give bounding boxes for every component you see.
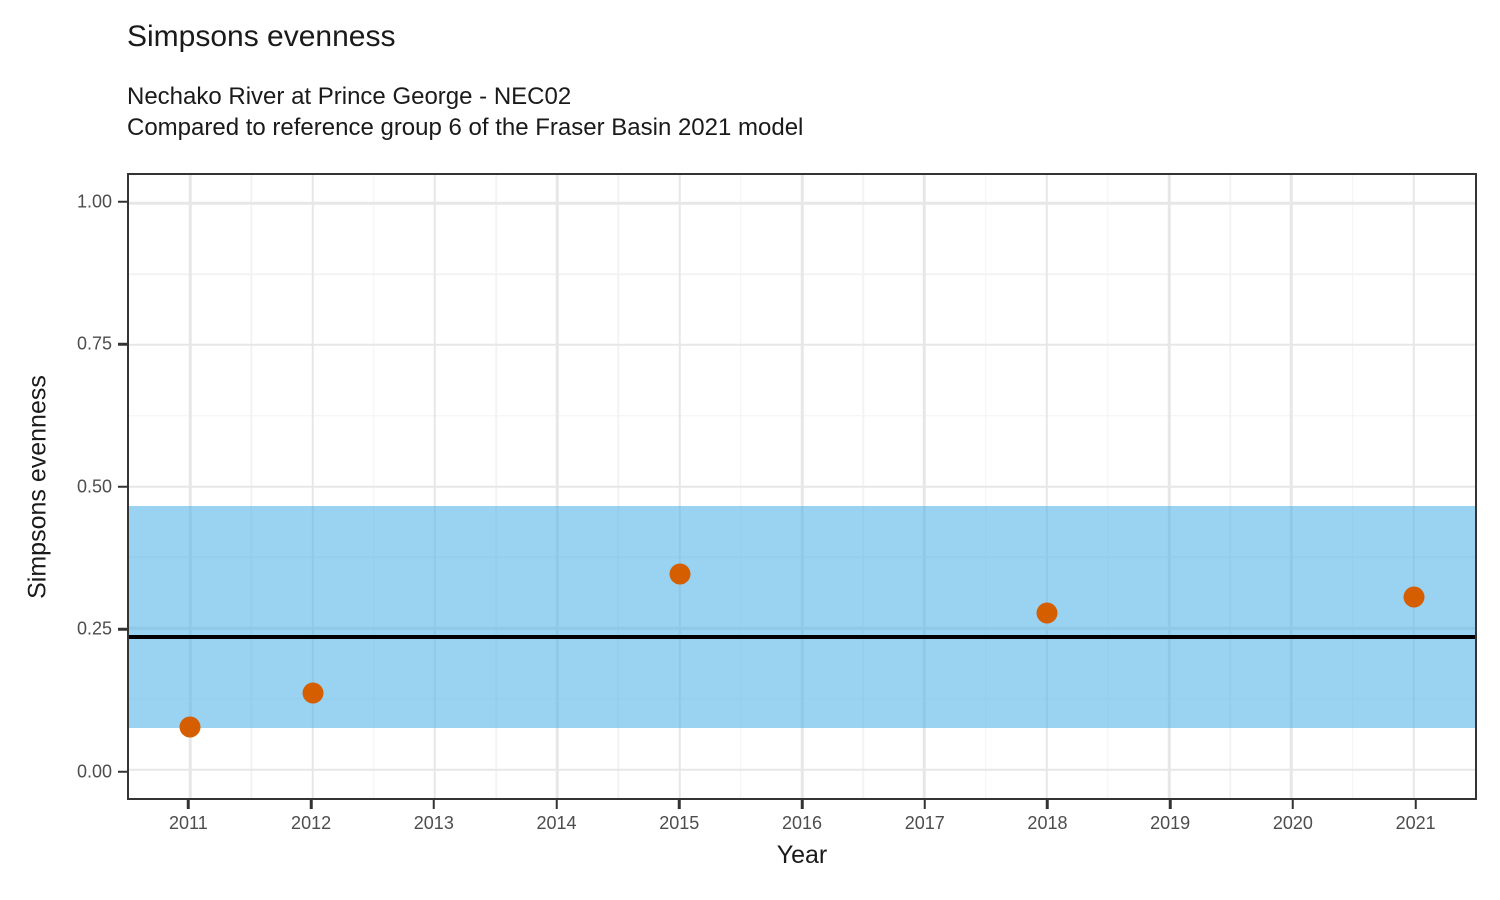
x-tick	[432, 800, 436, 809]
data-point-2021	[1403, 586, 1425, 608]
data-point-2011	[179, 716, 201, 738]
x-tick	[555, 800, 558, 809]
y-tick-label: 0.75	[76, 333, 112, 354]
y-axis-labels: 0.00 0.25 0.50 0.75 1.00	[0, 173, 112, 800]
x-tick	[1046, 800, 1049, 809]
y-tick	[118, 200, 127, 203]
x-tick-label: 2016	[781, 813, 823, 833]
x-tick-label: 2015	[659, 813, 700, 833]
y-tick	[118, 342, 127, 346]
x-tick-label: 2017	[904, 813, 945, 833]
y-axis-ticks	[118, 173, 127, 800]
x-gridline-major	[433, 175, 437, 798]
x-gridline-major	[1290, 175, 1293, 798]
x-tick	[1414, 800, 1417, 809]
chart-subtitle: Nechako River at Prince George - NEC02 C…	[127, 81, 803, 143]
x-gridline-major	[1167, 175, 1171, 798]
data-point-2012	[302, 682, 324, 704]
x-tick	[800, 800, 804, 809]
x-tick-label: 2014	[536, 813, 577, 833]
x-tick	[309, 800, 313, 809]
chart-subtitle-line-1: Nechako River at Prince George - NEC02	[127, 83, 572, 110]
x-gridline-major	[188, 175, 192, 798]
x-gridline-major	[1045, 175, 1048, 798]
x-gridline-major	[311, 175, 314, 798]
chart-title: Simpsons evenness	[127, 20, 396, 53]
x-tick	[923, 800, 926, 809]
reference-line	[129, 634, 1475, 639]
y-tick-label: 0.50	[76, 476, 112, 496]
x-tick	[1291, 800, 1295, 809]
x-axis: 2011 2012 2013 2014 2015 2016 2017 2018 2019 2020…	[127, 800, 1477, 860]
x-tick	[1168, 800, 1172, 809]
y-tick-label: 0.00	[76, 761, 112, 781]
x-axis-title: Year	[776, 841, 828, 869]
x-gridline-major	[556, 175, 559, 798]
x-tick-label: 2020	[1272, 813, 1313, 833]
y-tick-label: 1.00	[76, 191, 112, 211]
data-point-2015	[669, 563, 691, 585]
y-tick	[118, 627, 127, 631]
x-tick	[187, 800, 190, 809]
x-tick-label: 2012	[291, 813, 332, 833]
x-gridline-major	[800, 175, 804, 798]
x-tick	[678, 800, 681, 809]
data-point-2018	[1036, 602, 1058, 624]
x-gridline-major	[678, 175, 681, 798]
y-tick	[118, 770, 127, 773]
x-gridline-major	[1412, 175, 1416, 798]
y-tick	[118, 485, 127, 488]
chart-subtitle-line-2: Compared to reference group 6 of the Fra…	[127, 114, 804, 141]
x-tick-label: 2019	[1150, 813, 1191, 833]
x-gridline-major	[923, 175, 926, 798]
x-tick-label: 2018	[1027, 813, 1068, 833]
x-tick-label: 2021	[1395, 813, 1436, 833]
plot-panel	[127, 173, 1477, 800]
reference-band	[129, 506, 1475, 728]
x-tick-label: 2011	[169, 813, 208, 833]
x-tick-label: 2013	[413, 813, 454, 833]
y-tick-label: 0.25	[76, 618, 112, 639]
